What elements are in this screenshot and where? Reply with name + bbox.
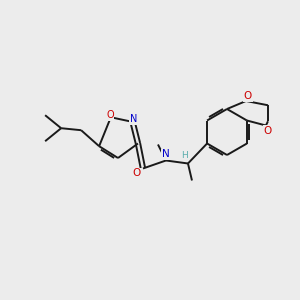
Text: N: N [130, 114, 137, 124]
Text: H: H [182, 151, 188, 160]
Text: O: O [133, 169, 141, 178]
Text: O: O [264, 125, 272, 136]
Text: N: N [162, 149, 170, 160]
Text: O: O [106, 110, 114, 120]
Text: O: O [244, 91, 252, 101]
